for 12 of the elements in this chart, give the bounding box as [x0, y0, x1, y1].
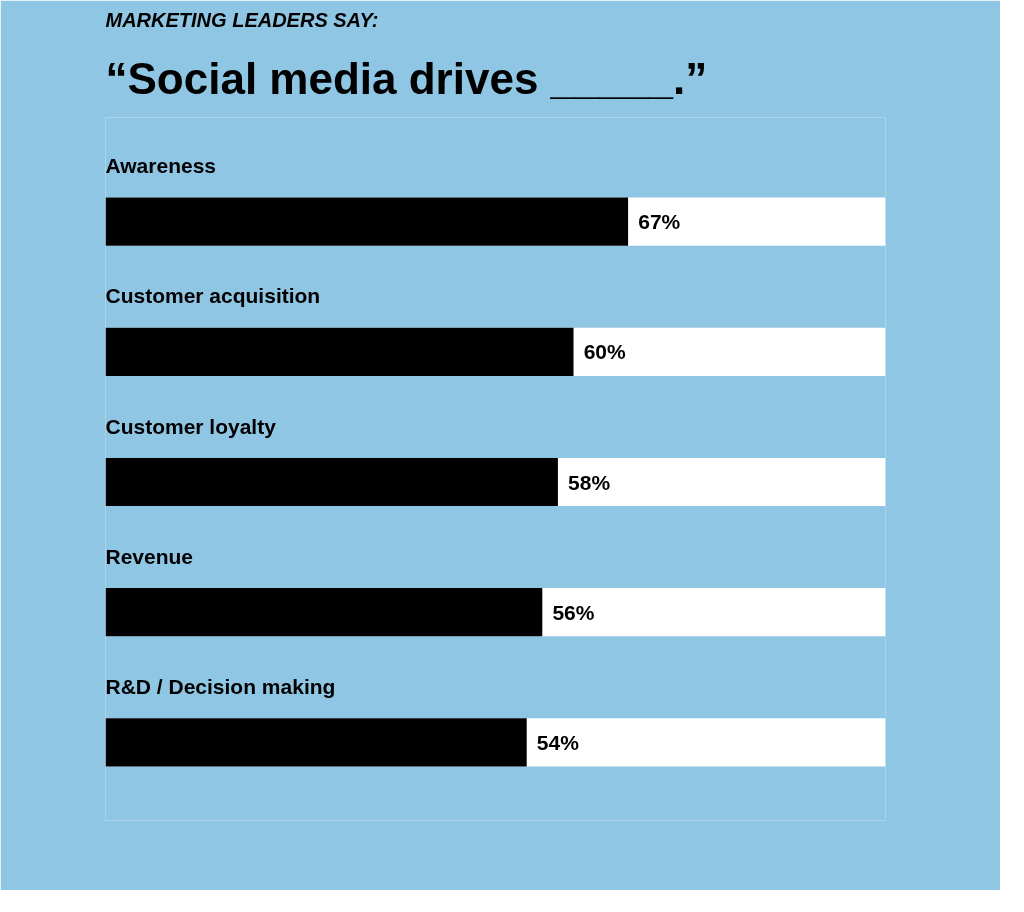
data-label: 58% [568, 470, 611, 494]
data-label: 56% [552, 600, 595, 624]
data-label: 54% [536, 730, 580, 754]
data-label: 67% [638, 210, 681, 234]
y-tick-label: Revenue [105, 544, 194, 568]
y-tick-label: R&D / Decision making [105, 674, 336, 698]
y-tick-label: Customer acquisition [105, 284, 321, 308]
data-label: 60% [583, 340, 626, 364]
chart-subtitle: “Social media drives _____.” [105, 53, 708, 103]
chart-title: MARKETING LEADERS SAY: [105, 8, 379, 31]
y-tick-label: Awareness [105, 154, 217, 178]
y-tick-label: Customer loyalty [105, 414, 277, 438]
